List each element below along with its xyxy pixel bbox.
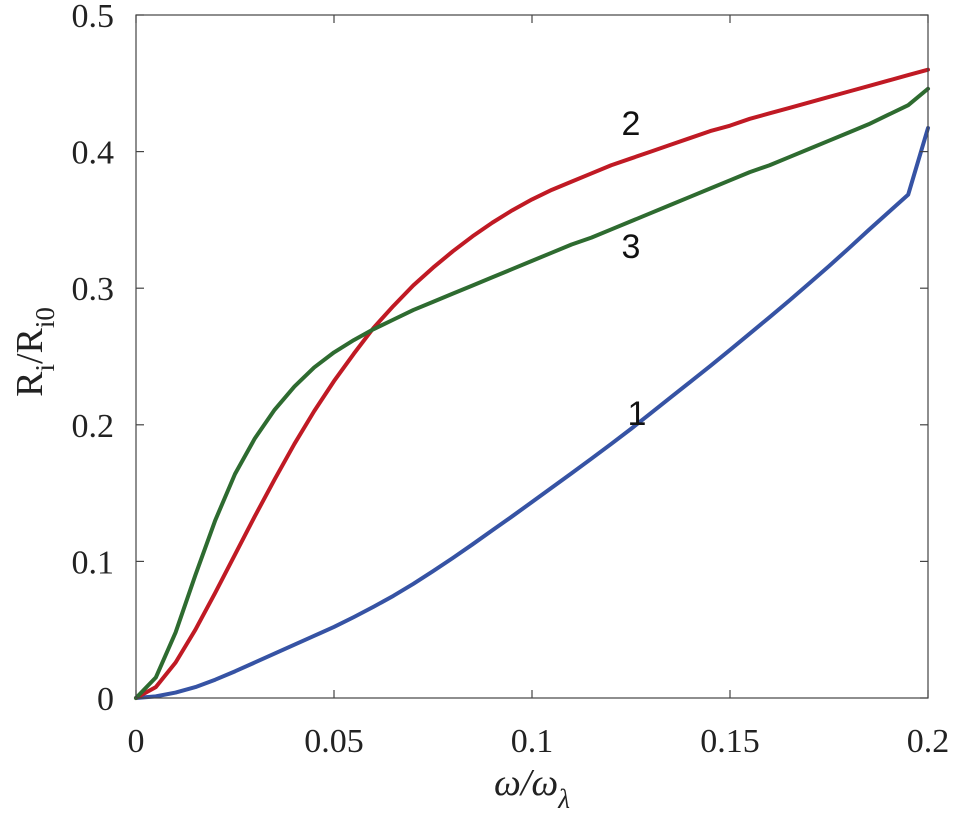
x-tick-label: 0.2 xyxy=(907,723,950,760)
x-tick-label: 0.15 xyxy=(700,723,760,760)
x-tick-label: 0.05 xyxy=(304,723,364,760)
series-layer xyxy=(134,67,930,700)
y-tick-label: 0.5 xyxy=(72,0,115,35)
x-axis-label: ω/ωλ xyxy=(494,762,570,814)
y-tick-label: 0.2 xyxy=(72,408,115,445)
curve-label-1: 1 xyxy=(627,395,646,433)
series-line-2 xyxy=(134,67,930,700)
x-tick-label: 0.1 xyxy=(511,723,554,760)
plot-frame xyxy=(135,14,929,699)
y-tick-label: 0.4 xyxy=(72,135,115,172)
curve-label-2: 2 xyxy=(622,105,641,143)
y-tick-label: 0.3 xyxy=(72,271,115,308)
annotation-layer: 1 2 3 xyxy=(622,105,647,433)
curve-label-3: 3 xyxy=(622,228,641,266)
x-tick-label: 0 xyxy=(128,723,145,760)
y-tick-label: 0 xyxy=(97,681,114,718)
y-axis-label: Ri/Ri0 xyxy=(9,307,60,397)
series-line-3 xyxy=(134,86,930,700)
y-tick-label: 0.1 xyxy=(72,544,115,581)
tick-layer: 0 0.05 0.1 0.15 0.2 0 0.1 0.2 0.3 0.4 0.5 xyxy=(72,0,950,760)
series-line-1 xyxy=(134,126,930,700)
